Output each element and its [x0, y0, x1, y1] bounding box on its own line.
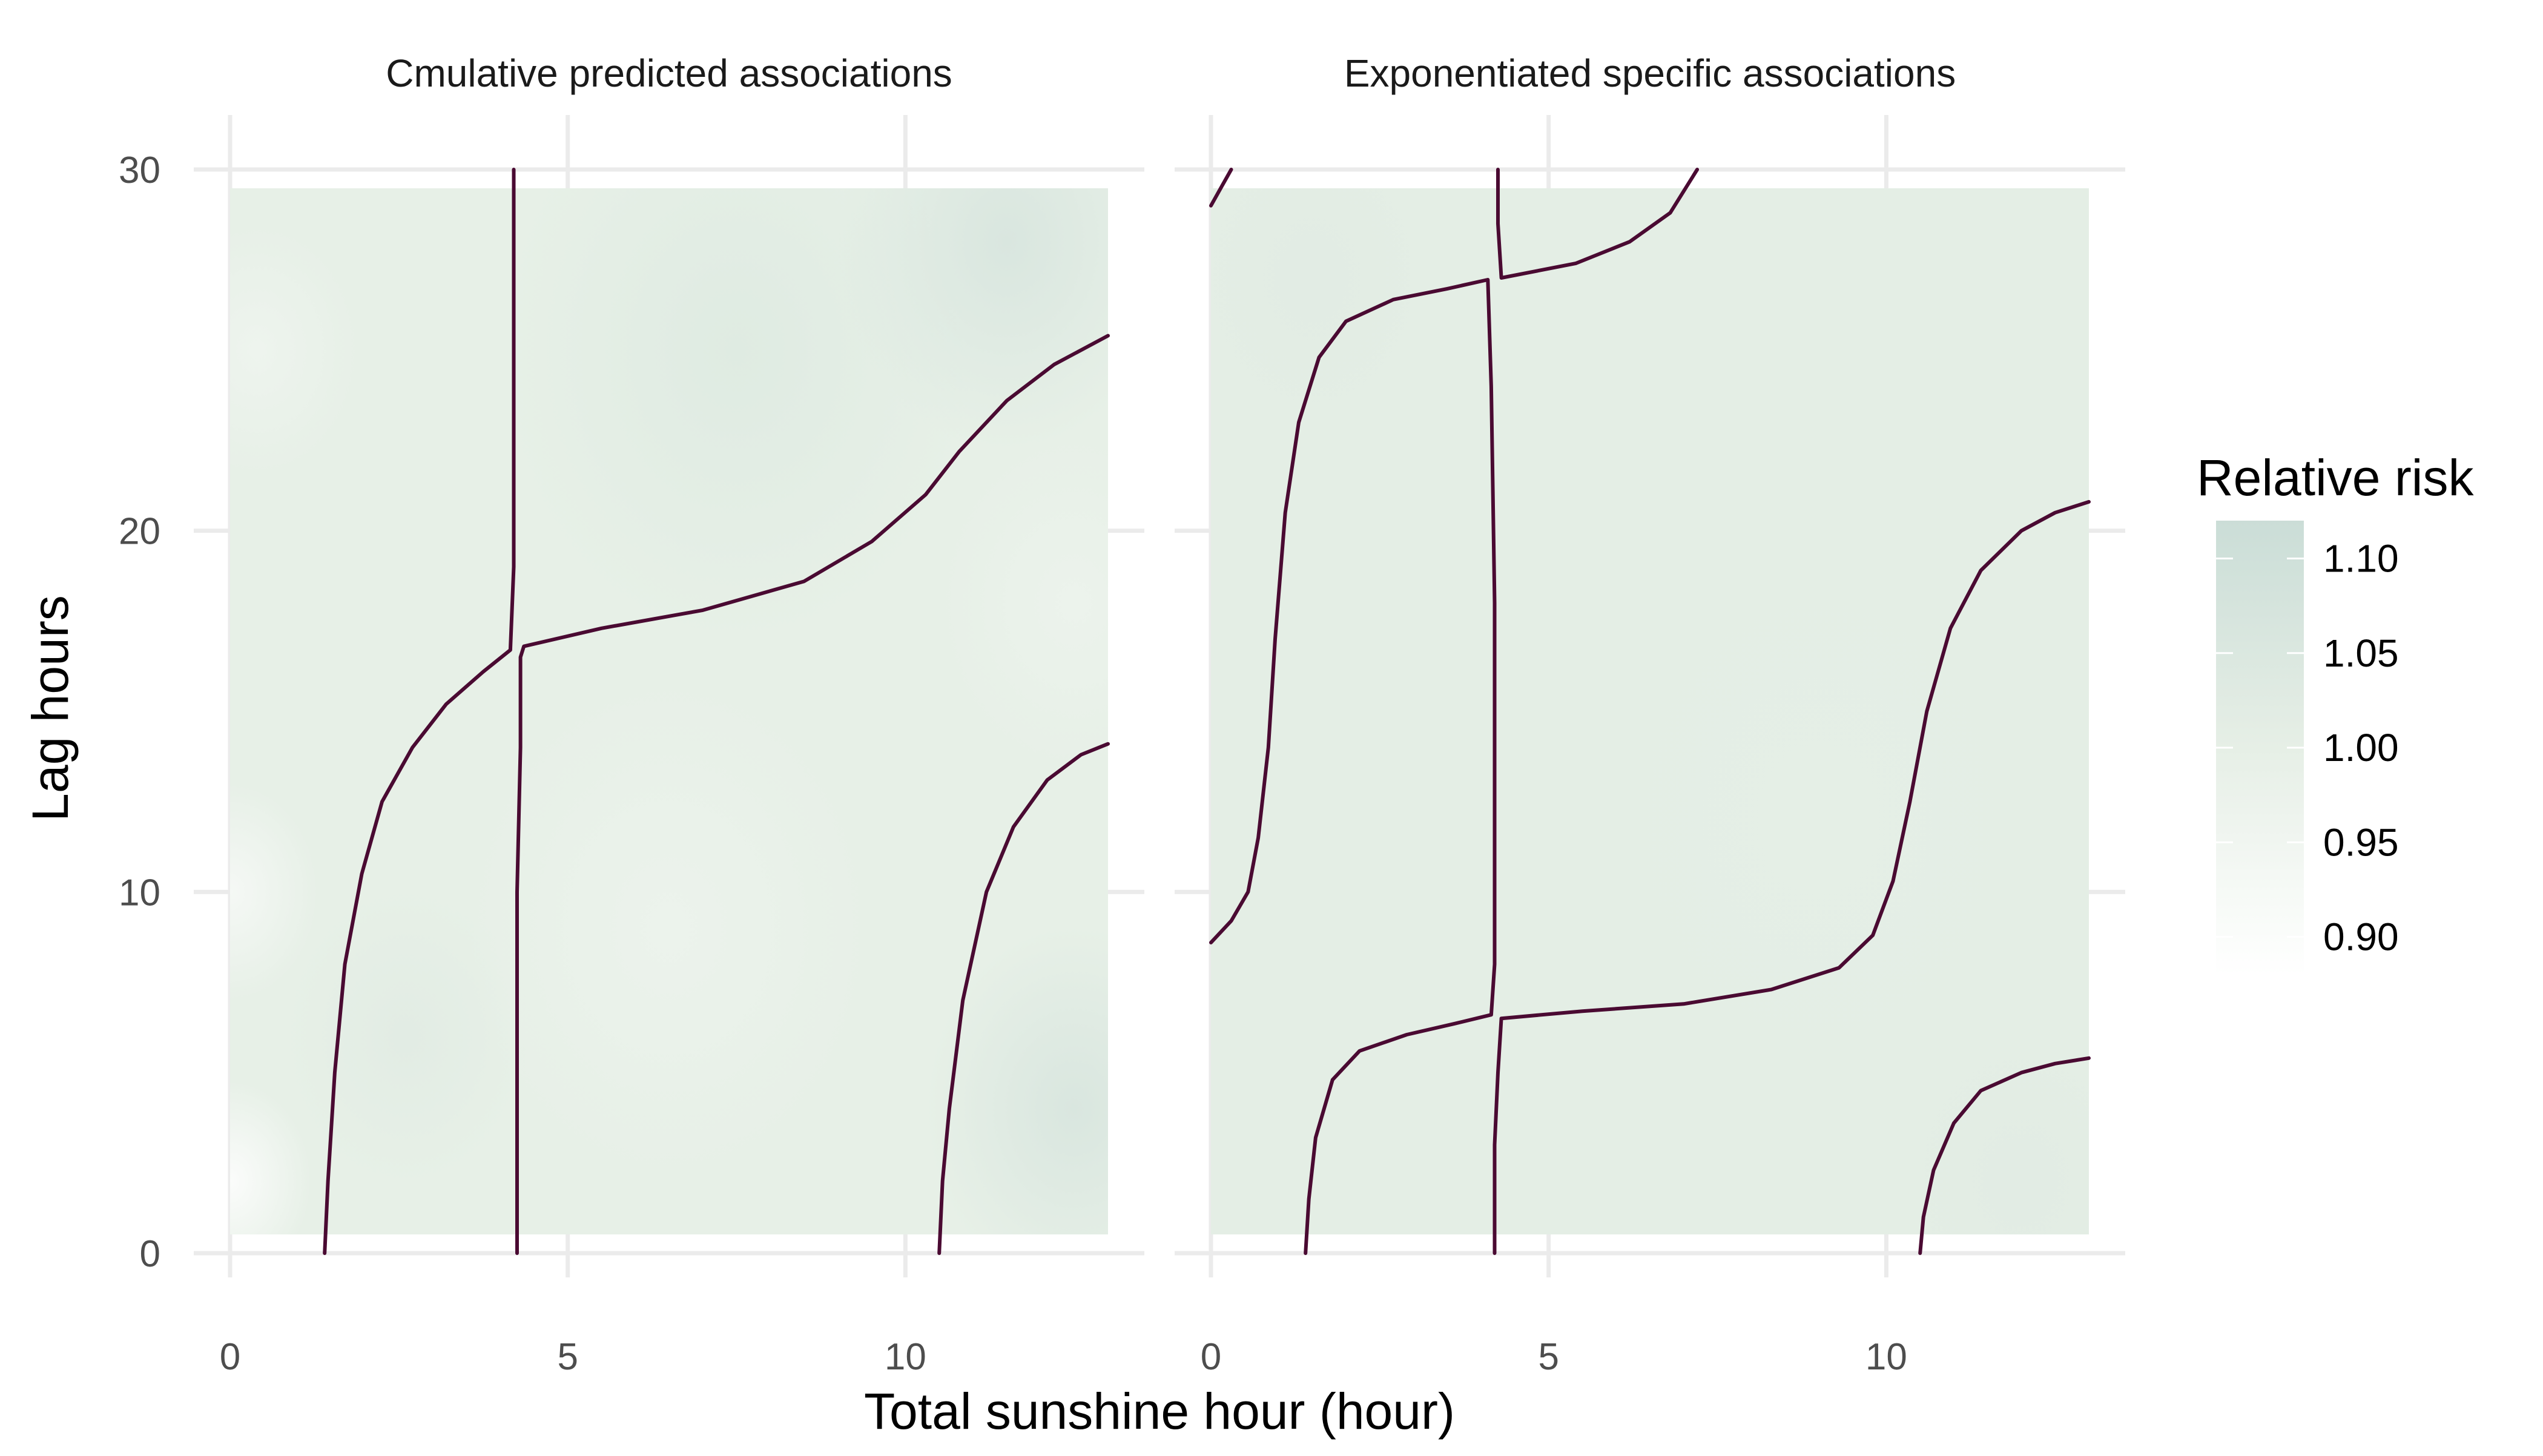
facet-title-cumulative: Cmulative predicted associations: [386, 51, 952, 95]
contour-line: [1492, 499, 2091, 1255]
x-tick-label: 0: [1201, 1336, 1221, 1378]
heatmap-blob-1-1: [1211, 188, 1448, 445]
legend-label: 1.05: [2323, 631, 2399, 675]
y-tick-label: 0: [140, 1233, 160, 1275]
heatmap-surface-1: [1211, 188, 2089, 1234]
heatmap-blob-0-2: [230, 225, 358, 475]
x-tick-label: 10: [885, 1336, 926, 1378]
legend-label: 1.10: [2323, 537, 2399, 581]
contour-line: [323, 168, 516, 1255]
x-tick-label: 10: [1865, 1336, 1907, 1378]
contour-line: [937, 742, 1110, 1255]
contour-line: [1209, 168, 1233, 208]
y-axis-title: Lag hours: [22, 595, 79, 822]
contour-lines-0: [323, 168, 1110, 1255]
contour-line: [515, 334, 1110, 1255]
y-tick-label: 30: [119, 150, 160, 191]
facet-title-specific: Exponentiated specific associations: [1344, 51, 1956, 95]
contour-line: [1209, 278, 1497, 1255]
contour-line: [1918, 1056, 2091, 1255]
heatmap-blob-0-8: [939, 436, 1108, 770]
heatmap-blob-0-6: [837, 188, 1108, 450]
heatmap-blob-0-4: [466, 677, 872, 1179]
heatmap-blob-0-1: [230, 783, 318, 1001]
legend-title: Relative risk: [2197, 449, 2474, 506]
heatmap-blob-1-2: [1886, 1014, 2089, 1234]
panel-cumulative: Cmulative predicted associations 0 5 10: [194, 51, 1144, 1378]
y-tick-label: 20: [119, 511, 160, 553]
contour-line: [1496, 168, 1700, 280]
x-tick-label: 5: [557, 1336, 578, 1378]
legend: Relative risk 1.10 1.05 1.00 0.95 0.90: [2197, 449, 2474, 975]
heatmap-blob-0-7: [925, 925, 1108, 1234]
heatmap-blob-0-0: [230, 1081, 311, 1234]
x-tick-label: 5: [1538, 1336, 1558, 1378]
panel-specific: Exponentiated specific associations 0 5 10: [1175, 51, 2125, 1378]
legend-label: 0.90: [2323, 915, 2399, 959]
contour-lines-1: [1209, 168, 2091, 1255]
legend-label: 0.95: [2323, 820, 2399, 864]
y-tick-label: 10: [119, 872, 160, 914]
heatmap-surface-0: [230, 188, 1108, 1234]
x-tick-label: 0: [220, 1336, 240, 1378]
x-axis-title: Total sunshine hour (hour): [864, 1383, 1455, 1440]
legend-label: 1.00: [2323, 726, 2399, 769]
